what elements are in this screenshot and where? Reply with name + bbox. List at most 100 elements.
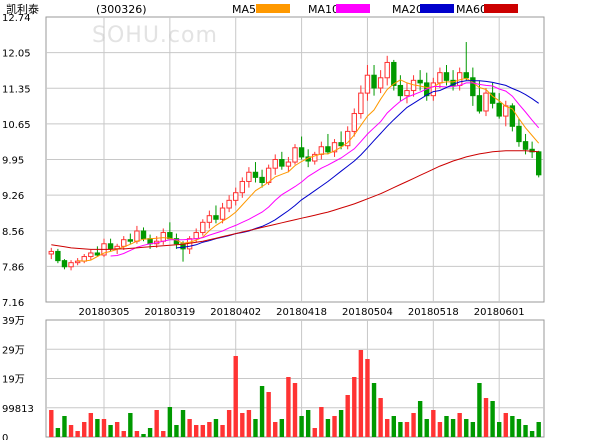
candle-body	[107, 243, 114, 250]
date-tick-label: 20180518	[408, 307, 459, 318]
ma-line-ma10	[110, 82, 540, 257]
volume-bar	[207, 422, 212, 437]
volume-bar	[286, 377, 291, 437]
volume-bar	[266, 392, 271, 437]
candle-body	[292, 147, 298, 163]
candle-body	[239, 180, 246, 194]
candle-body	[404, 90, 410, 97]
volume-bar	[510, 416, 515, 437]
candle-body	[94, 252, 101, 256]
candle-body	[68, 262, 74, 268]
candle-body	[252, 171, 259, 178]
volume-bar	[470, 422, 476, 437]
volume-bar	[240, 413, 245, 437]
volume-bar	[437, 422, 443, 437]
candle-body	[88, 252, 94, 258]
price-tick-label: 7.16	[2, 298, 24, 309]
volume-bar	[128, 413, 133, 437]
volume-tick-label: 19万	[2, 375, 25, 386]
ma-legend: MA5 MA10 MA20 MA60	[232, 3, 518, 16]
volume-bar	[457, 413, 462, 437]
volume-bar	[536, 422, 541, 437]
candle-body	[483, 92, 489, 112]
candle-body	[134, 230, 140, 242]
candle-body	[338, 142, 344, 147]
price-tick-label: 11.35	[2, 84, 31, 95]
legend-label-ma20: MA20	[392, 3, 423, 16]
volume-bar	[398, 422, 403, 437]
volume-bar	[246, 410, 252, 437]
volume-bar	[312, 428, 317, 437]
candle-body	[522, 141, 529, 150]
date-tick-label: 20180418	[276, 307, 327, 318]
candle-body	[147, 238, 153, 245]
volume-bar	[483, 398, 489, 437]
volume-bar	[114, 422, 120, 437]
candle-body	[246, 171, 252, 182]
volume-bar	[464, 419, 469, 437]
watermark: SOHU.com	[92, 23, 218, 48]
volume-bar	[95, 419, 100, 437]
volume-bar	[305, 410, 311, 437]
candle-body	[259, 176, 265, 183]
price-tick-label: 12.05	[2, 49, 31, 60]
volume-bar	[180, 410, 186, 437]
volume-bar	[503, 413, 508, 437]
volume-bar	[477, 383, 482, 437]
volume-bar	[226, 410, 232, 437]
volume-bar	[154, 410, 159, 437]
candle-body	[377, 77, 384, 89]
volume-bar	[101, 419, 107, 437]
volume-bar	[431, 410, 436, 437]
volume-bar	[292, 383, 298, 437]
stock-code: (300326)	[96, 3, 147, 16]
volume-bar	[417, 401, 423, 437]
candle-body	[140, 230, 147, 240]
legend-label-ma60: MA60	[456, 3, 487, 16]
volume-bar	[516, 419, 522, 437]
volume-bar	[273, 422, 278, 437]
candle-body	[509, 105, 516, 127]
date-tick-label: 20180319	[144, 307, 195, 318]
date-tick-label: 20180305	[79, 307, 130, 318]
candle-body	[496, 102, 502, 117]
candle-body	[48, 250, 54, 255]
volume-tick-label: 39万	[2, 316, 25, 327]
volume-bar	[161, 431, 166, 437]
price-tick-label: 8.56	[2, 227, 24, 238]
candle-body	[364, 74, 371, 94]
date-tick-label: 20180504	[342, 307, 393, 318]
candle-body	[371, 74, 377, 89]
volume-bar	[299, 416, 304, 437]
volume-bar	[167, 407, 173, 437]
volume-bar	[68, 425, 74, 437]
candle-body	[351, 113, 357, 132]
candle-body	[331, 142, 338, 153]
volume-bar	[450, 419, 456, 437]
candle-body	[437, 72, 443, 84]
candle-body	[450, 79, 456, 86]
price-tick-label: 9.26	[2, 191, 24, 202]
candle-body	[272, 159, 278, 169]
legend-swatch-ma60	[484, 4, 518, 13]
ma-line-ma60	[51, 150, 539, 250]
candle-body	[61, 260, 68, 268]
volume-bar	[325, 419, 331, 437]
candle-body	[285, 161, 292, 167]
volume-bar	[279, 419, 285, 437]
volume-bar	[49, 410, 54, 437]
candle-body	[160, 232, 166, 242]
candle-body	[358, 92, 364, 115]
candle-body	[219, 207, 226, 220]
date-tick-label: 20180601	[474, 307, 525, 318]
volume-bar	[259, 386, 265, 437]
candle-body	[529, 148, 535, 153]
price-panel: 12.74 12.05 11.35 10.65 9.95 9.26 8.56 7.86 7.16…	[2, 13, 545, 318]
candle-body	[430, 82, 437, 97]
candle-body	[226, 199, 232, 209]
candle-body	[213, 215, 219, 220]
legend-label-ma10: MA10	[308, 3, 339, 16]
volume-bar	[391, 416, 396, 437]
volume-bar	[194, 425, 199, 437]
volume-bar	[424, 419, 429, 437]
